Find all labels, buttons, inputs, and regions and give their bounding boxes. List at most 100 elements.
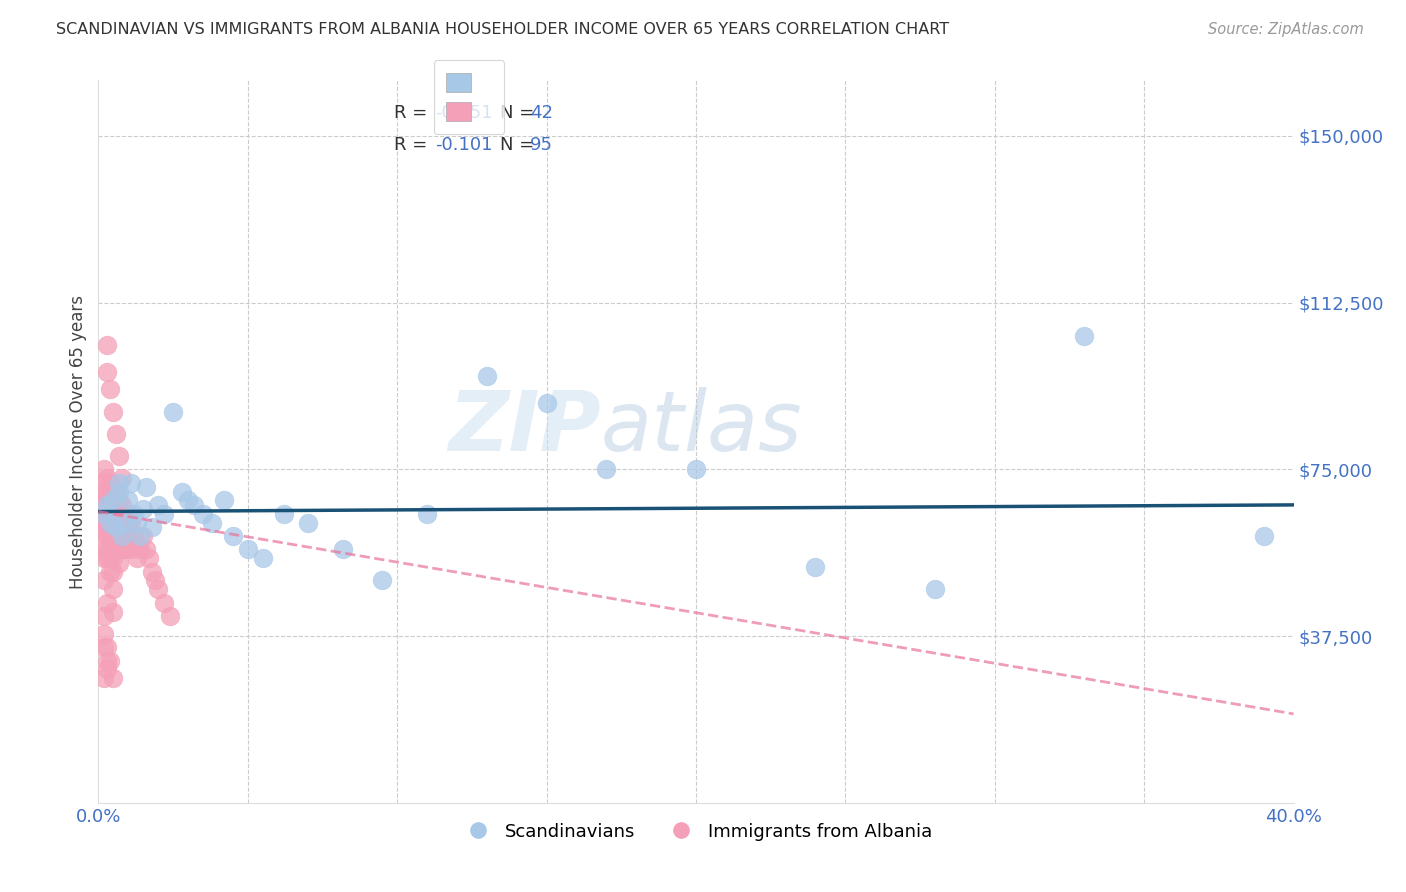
Point	[93, 551, 115, 566]
Point	[114, 507, 136, 521]
Point	[108, 493, 131, 508]
Point	[108, 556, 131, 570]
Point	[183, 498, 205, 512]
Point	[148, 498, 170, 512]
Text: R =: R =	[394, 103, 433, 122]
Point	[536, 395, 558, 409]
Point	[98, 475, 122, 490]
Point	[127, 551, 149, 566]
Point	[685, 462, 707, 476]
Point	[96, 640, 118, 655]
Text: R =: R =	[394, 136, 433, 154]
Point	[297, 516, 319, 530]
Point	[103, 565, 125, 579]
Point	[103, 671, 125, 685]
Point	[105, 484, 128, 499]
Point	[98, 493, 122, 508]
Point	[103, 404, 125, 418]
Point	[105, 520, 128, 534]
Point	[236, 542, 259, 557]
Point	[90, 507, 112, 521]
Point	[96, 338, 118, 352]
Text: N =: N =	[501, 103, 540, 122]
Point	[105, 529, 128, 543]
Point	[132, 502, 155, 516]
Point	[98, 516, 122, 530]
Y-axis label: Householder Income Over 65 years: Householder Income Over 65 years	[69, 294, 87, 589]
Point	[201, 516, 224, 530]
Point	[153, 507, 176, 521]
Point	[475, 368, 498, 383]
Point	[93, 462, 115, 476]
Point	[212, 493, 235, 508]
Text: SCANDINAVIAN VS IMMIGRANTS FROM ALBANIA HOUSEHOLDER INCOME OVER 65 YEARS CORRELA: SCANDINAVIAN VS IMMIGRANTS FROM ALBANIA …	[56, 22, 949, 37]
Point	[105, 426, 128, 441]
Point	[93, 609, 115, 624]
Point	[177, 493, 200, 508]
Point	[96, 498, 118, 512]
Point	[129, 542, 152, 557]
Point	[96, 507, 118, 521]
Point	[93, 507, 115, 521]
Point	[120, 516, 142, 530]
Point	[103, 507, 125, 521]
Text: 95: 95	[530, 136, 553, 154]
Point	[98, 382, 122, 396]
Point	[105, 493, 128, 508]
Text: Source: ZipAtlas.com: Source: ZipAtlas.com	[1208, 22, 1364, 37]
Point	[129, 529, 152, 543]
Point	[148, 582, 170, 597]
Point	[172, 484, 194, 499]
Point	[103, 520, 125, 534]
Point	[103, 493, 125, 508]
Point	[1253, 529, 1275, 543]
Point	[105, 542, 128, 557]
Point	[135, 542, 157, 557]
Point	[98, 484, 122, 499]
Point	[117, 538, 139, 552]
Point	[141, 520, 163, 534]
Point	[98, 565, 122, 579]
Point	[98, 551, 122, 566]
Point	[124, 507, 146, 521]
Point	[114, 516, 136, 530]
Point	[96, 364, 118, 378]
Point	[93, 520, 115, 534]
Text: atlas: atlas	[600, 386, 801, 467]
Point	[103, 605, 125, 619]
Point	[332, 542, 354, 557]
Point	[90, 493, 112, 508]
Point	[191, 507, 214, 521]
Point	[127, 516, 149, 530]
Point	[108, 449, 131, 463]
Point	[105, 507, 128, 521]
Point	[96, 529, 118, 543]
Point	[117, 520, 139, 534]
Point	[132, 529, 155, 543]
Point	[96, 498, 118, 512]
Point	[159, 609, 181, 624]
Point	[96, 596, 118, 610]
Point	[111, 471, 134, 485]
Point	[93, 484, 115, 499]
Point	[135, 480, 157, 494]
Point	[111, 498, 134, 512]
Point	[96, 484, 118, 499]
Point	[804, 560, 827, 574]
Point	[252, 551, 274, 566]
Point	[138, 551, 160, 566]
Point	[93, 671, 115, 685]
Point	[98, 516, 122, 530]
Point	[114, 529, 136, 543]
Point	[108, 516, 131, 530]
Point	[96, 516, 118, 530]
Point	[98, 538, 122, 552]
Point	[127, 538, 149, 552]
Point	[108, 484, 131, 499]
Point	[96, 662, 118, 676]
Point	[124, 529, 146, 543]
Legend: Scandinavians, Immigrants from Albania: Scandinavians, Immigrants from Albania	[453, 815, 939, 848]
Point	[108, 529, 131, 543]
Point	[141, 565, 163, 579]
Point	[162, 404, 184, 418]
